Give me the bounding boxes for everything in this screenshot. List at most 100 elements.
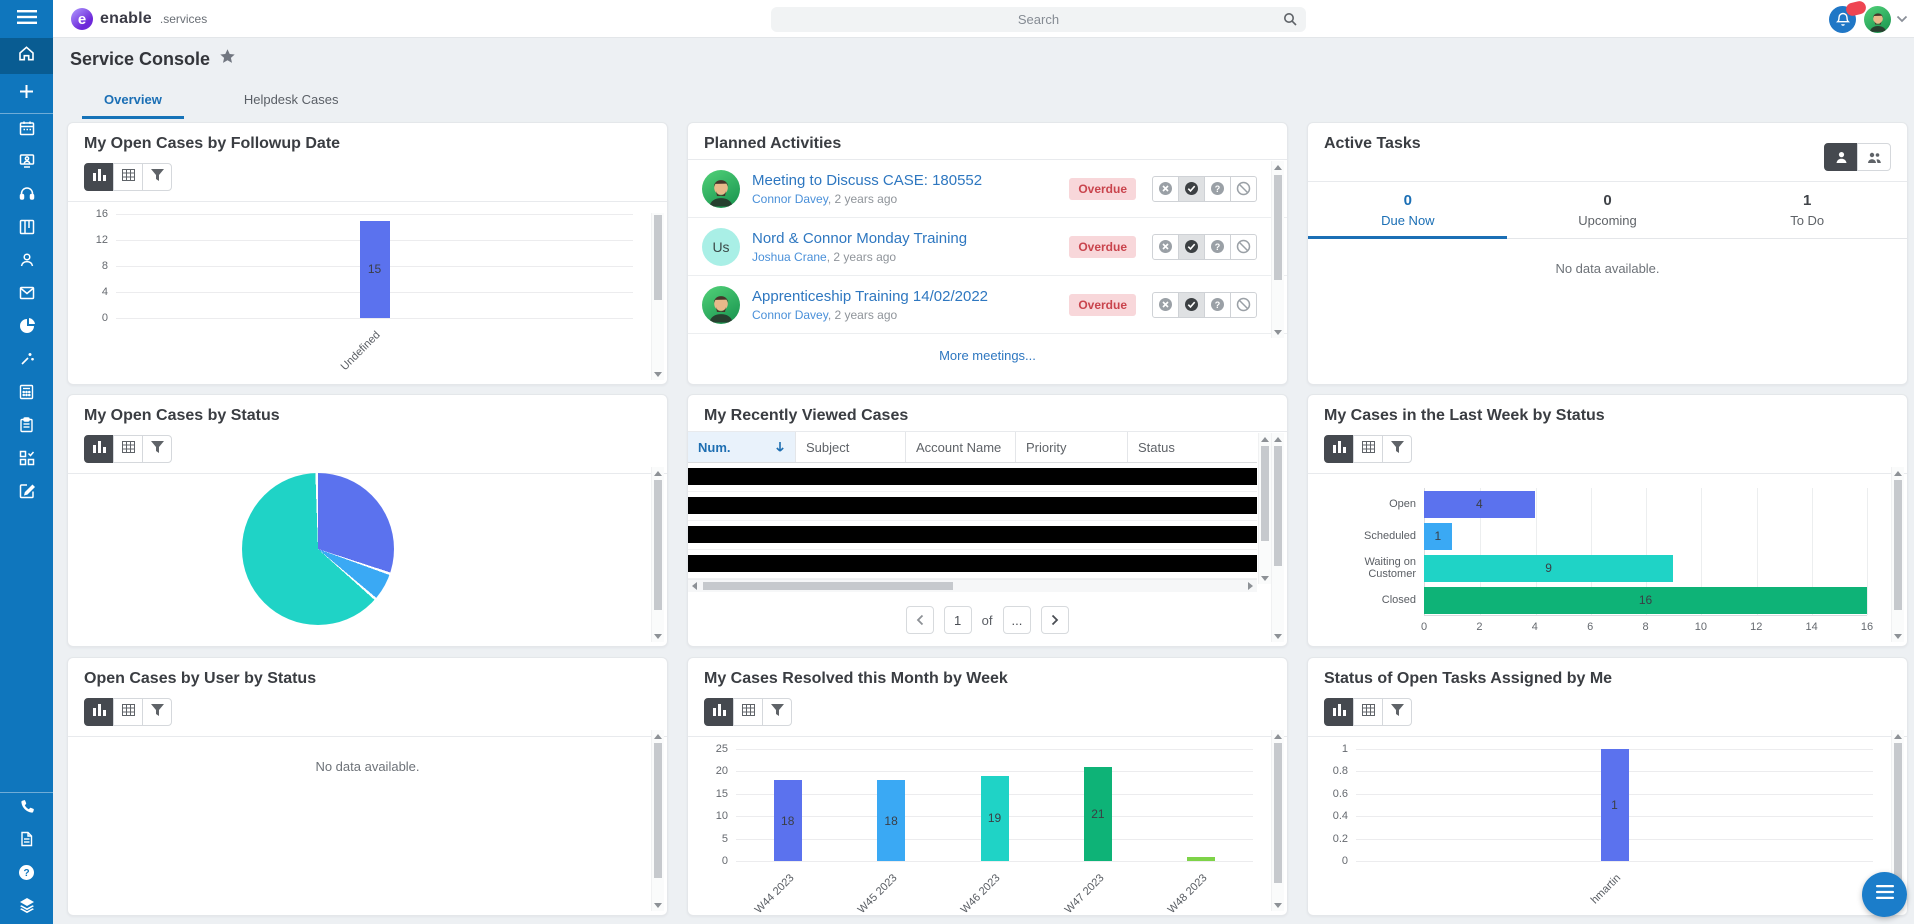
notifications-button[interactable] bbox=[1829, 0, 1868, 33]
sidebar-item-presentation[interactable] bbox=[0, 147, 53, 180]
chart-view-button[interactable] bbox=[84, 698, 114, 726]
activity-row[interactable]: Meeting to Discuss CASE: 180552 Connor D… bbox=[688, 160, 1287, 218]
complete-button[interactable] bbox=[1178, 233, 1205, 260]
column-header-account-name[interactable]: Account Name bbox=[906, 432, 1016, 462]
app-logo[interactable]: e enable .services bbox=[71, 0, 207, 38]
activity-author-link[interactable]: Joshua Crane bbox=[752, 249, 827, 264]
stat-to-do[interactable]: 1 To Do bbox=[1790, 192, 1825, 228]
filter-button[interactable] bbox=[1382, 698, 1412, 726]
prev-page-button[interactable] bbox=[905, 606, 934, 634]
chart-view-button[interactable] bbox=[1324, 435, 1354, 463]
activity-title-link[interactable]: Apprenticeship Training 14/02/2022 bbox=[752, 287, 989, 305]
complete-button[interactable] bbox=[1178, 291, 1205, 318]
card-scrollbar[interactable] bbox=[1271, 433, 1284, 642]
card-planned-activities: Planned Activities Meeting to Discuss CA… bbox=[687, 122, 1288, 385]
team-tasks-button[interactable] bbox=[1857, 143, 1891, 171]
sidebar-item-phone[interactable] bbox=[0, 792, 53, 825]
card-scrollbar[interactable] bbox=[651, 467, 664, 642]
unknown-button[interactable]: ? bbox=[1204, 291, 1231, 318]
horizontal-scrollbar[interactable] bbox=[688, 579, 1257, 592]
card-scrollbar[interactable] bbox=[1271, 161, 1284, 338]
stat-due-now[interactable]: 0 Due Now bbox=[1381, 192, 1435, 228]
cancel-button[interactable] bbox=[1230, 175, 1257, 202]
table-view-button[interactable] bbox=[733, 698, 763, 726]
search-icon[interactable] bbox=[1283, 12, 1297, 31]
sidebar-item-mail[interactable] bbox=[0, 279, 53, 312]
activity-row[interactable]: Apprenticeship Training 14/02/2022 Conno… bbox=[688, 276, 1287, 334]
column-header-status[interactable]: Status bbox=[1138, 439, 1175, 455]
chart-toolbar bbox=[68, 159, 667, 201]
sidebar-item-tasks[interactable] bbox=[0, 444, 53, 477]
dismiss-button[interactable] bbox=[1152, 175, 1179, 202]
dismiss-button[interactable] bbox=[1152, 291, 1179, 318]
sidebar-item-support[interactable] bbox=[0, 180, 53, 213]
table-row[interactable] bbox=[688, 521, 1257, 550]
column-header-num[interactable]: Num. bbox=[688, 432, 796, 462]
cancel-button[interactable] bbox=[1230, 233, 1257, 260]
activity-author-link[interactable]: Connor Davey bbox=[752, 307, 828, 322]
chart-view-button[interactable] bbox=[704, 698, 734, 726]
sidebar-item-clipboard[interactable] bbox=[0, 411, 53, 444]
activity-title-link[interactable]: Nord & Connor Monday Training bbox=[752, 229, 968, 247]
filter-button[interactable] bbox=[142, 698, 172, 726]
card-scrollbar[interactable] bbox=[651, 213, 664, 380]
next-page-button[interactable] bbox=[1041, 606, 1070, 634]
table-view-button[interactable] bbox=[113, 163, 143, 191]
quick-actions-fab[interactable] bbox=[1862, 872, 1907, 917]
chart-view-button[interactable] bbox=[1324, 698, 1354, 726]
favorite-star-icon[interactable] bbox=[219, 48, 236, 70]
filter-button[interactable] bbox=[142, 163, 172, 191]
table-scrollbar[interactable] bbox=[1258, 433, 1271, 584]
total-pages-box[interactable]: ... bbox=[1002, 606, 1032, 634]
sidebar-item-documents[interactable] bbox=[0, 825, 53, 858]
bar-chart-icon bbox=[712, 703, 726, 721]
main-menu-button[interactable] bbox=[0, 0, 53, 38]
table-row[interactable] bbox=[688, 550, 1257, 579]
activity-author-link[interactable]: Connor Davey bbox=[752, 191, 828, 206]
cancel-button[interactable] bbox=[1230, 291, 1257, 318]
user-avatar[interactable] bbox=[1864, 5, 1891, 33]
filter-button[interactable] bbox=[142, 435, 172, 463]
card-scrollbar[interactable] bbox=[1271, 730, 1284, 911]
unknown-button[interactable]: ? bbox=[1204, 233, 1231, 260]
dismiss-button[interactable] bbox=[1152, 233, 1179, 260]
table-view-button[interactable] bbox=[113, 698, 143, 726]
stat-upcoming[interactable]: 0 Upcoming bbox=[1578, 192, 1637, 228]
user-menu-chevron-icon[interactable] bbox=[1896, 15, 1908, 23]
current-page-box[interactable]: 1 bbox=[943, 606, 972, 634]
activity-row[interactable]: Us Nord & Connor Monday Training Joshua … bbox=[688, 218, 1287, 276]
sidebar-item-create[interactable] bbox=[0, 74, 53, 114]
table-row[interactable] bbox=[688, 463, 1257, 492]
table-view-button[interactable] bbox=[113, 435, 143, 463]
chart-view-button[interactable] bbox=[84, 163, 114, 191]
filter-button[interactable] bbox=[762, 698, 792, 726]
sidebar-item-kanban[interactable] bbox=[0, 213, 53, 246]
more-meetings-link[interactable]: More meetings... bbox=[939, 348, 1036, 363]
complete-button[interactable] bbox=[1178, 175, 1205, 202]
column-header-priority[interactable]: Priority bbox=[1016, 432, 1128, 462]
sidebar-item-home[interactable] bbox=[0, 38, 53, 74]
chart-view-button[interactable] bbox=[84, 435, 114, 463]
sidebar-item-reports[interactable] bbox=[0, 312, 53, 345]
my-tasks-button[interactable] bbox=[1824, 143, 1858, 171]
tab-helpdesk-cases[interactable]: Helpdesk Cases bbox=[243, 92, 339, 107]
sidebar-item-help[interactable]: ? bbox=[0, 858, 53, 891]
filter-button[interactable] bbox=[1382, 435, 1412, 463]
card-scrollbar[interactable] bbox=[1891, 467, 1904, 642]
table-row[interactable] bbox=[688, 492, 1257, 521]
sidebar-item-contacts[interactable] bbox=[0, 246, 53, 279]
sidebar-item-calendar[interactable] bbox=[0, 114, 53, 147]
sidebar-item-notes[interactable] bbox=[0, 477, 53, 510]
column-header-subject[interactable]: Subject bbox=[796, 432, 906, 462]
table-view-button[interactable] bbox=[1353, 698, 1383, 726]
sidebar-item-layers[interactable] bbox=[0, 891, 53, 924]
card-scrollbar[interactable] bbox=[651, 730, 664, 911]
tab-overview[interactable]: Overview bbox=[82, 86, 184, 119]
sidebar-item-calculator[interactable] bbox=[0, 378, 53, 411]
sidebar-item-automation[interactable] bbox=[0, 345, 53, 378]
search-input[interactable] bbox=[771, 7, 1306, 32]
table-view-button[interactable] bbox=[1353, 435, 1383, 463]
table-icon bbox=[1361, 703, 1375, 721]
unknown-button[interactable]: ? bbox=[1204, 175, 1231, 202]
activity-title-link[interactable]: Meeting to Discuss CASE: 180552 bbox=[752, 171, 983, 189]
